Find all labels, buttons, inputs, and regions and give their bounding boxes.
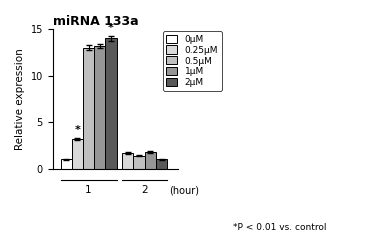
Bar <box>156 159 167 169</box>
Bar <box>105 38 117 169</box>
Text: *: * <box>74 125 80 135</box>
Y-axis label: Relative expression: Relative expression <box>15 48 25 150</box>
Bar <box>72 139 83 169</box>
Text: *: * <box>108 23 114 33</box>
Bar <box>122 153 133 169</box>
Bar <box>94 46 105 169</box>
Text: 2: 2 <box>141 185 148 195</box>
Bar <box>133 156 145 169</box>
Legend: 0μM, 0.25μM, 0.5μM, 1μM, 2μM: 0μM, 0.25μM, 0.5μM, 1μM, 2μM <box>163 31 222 91</box>
Text: miRNA 133a: miRNA 133a <box>53 15 138 28</box>
Bar <box>145 152 156 169</box>
Text: (hour): (hour) <box>169 185 199 195</box>
Text: *P < 0.01 vs. control: *P < 0.01 vs. control <box>233 223 327 232</box>
Text: 1: 1 <box>85 185 92 195</box>
Bar <box>83 48 94 169</box>
Bar <box>61 159 72 169</box>
